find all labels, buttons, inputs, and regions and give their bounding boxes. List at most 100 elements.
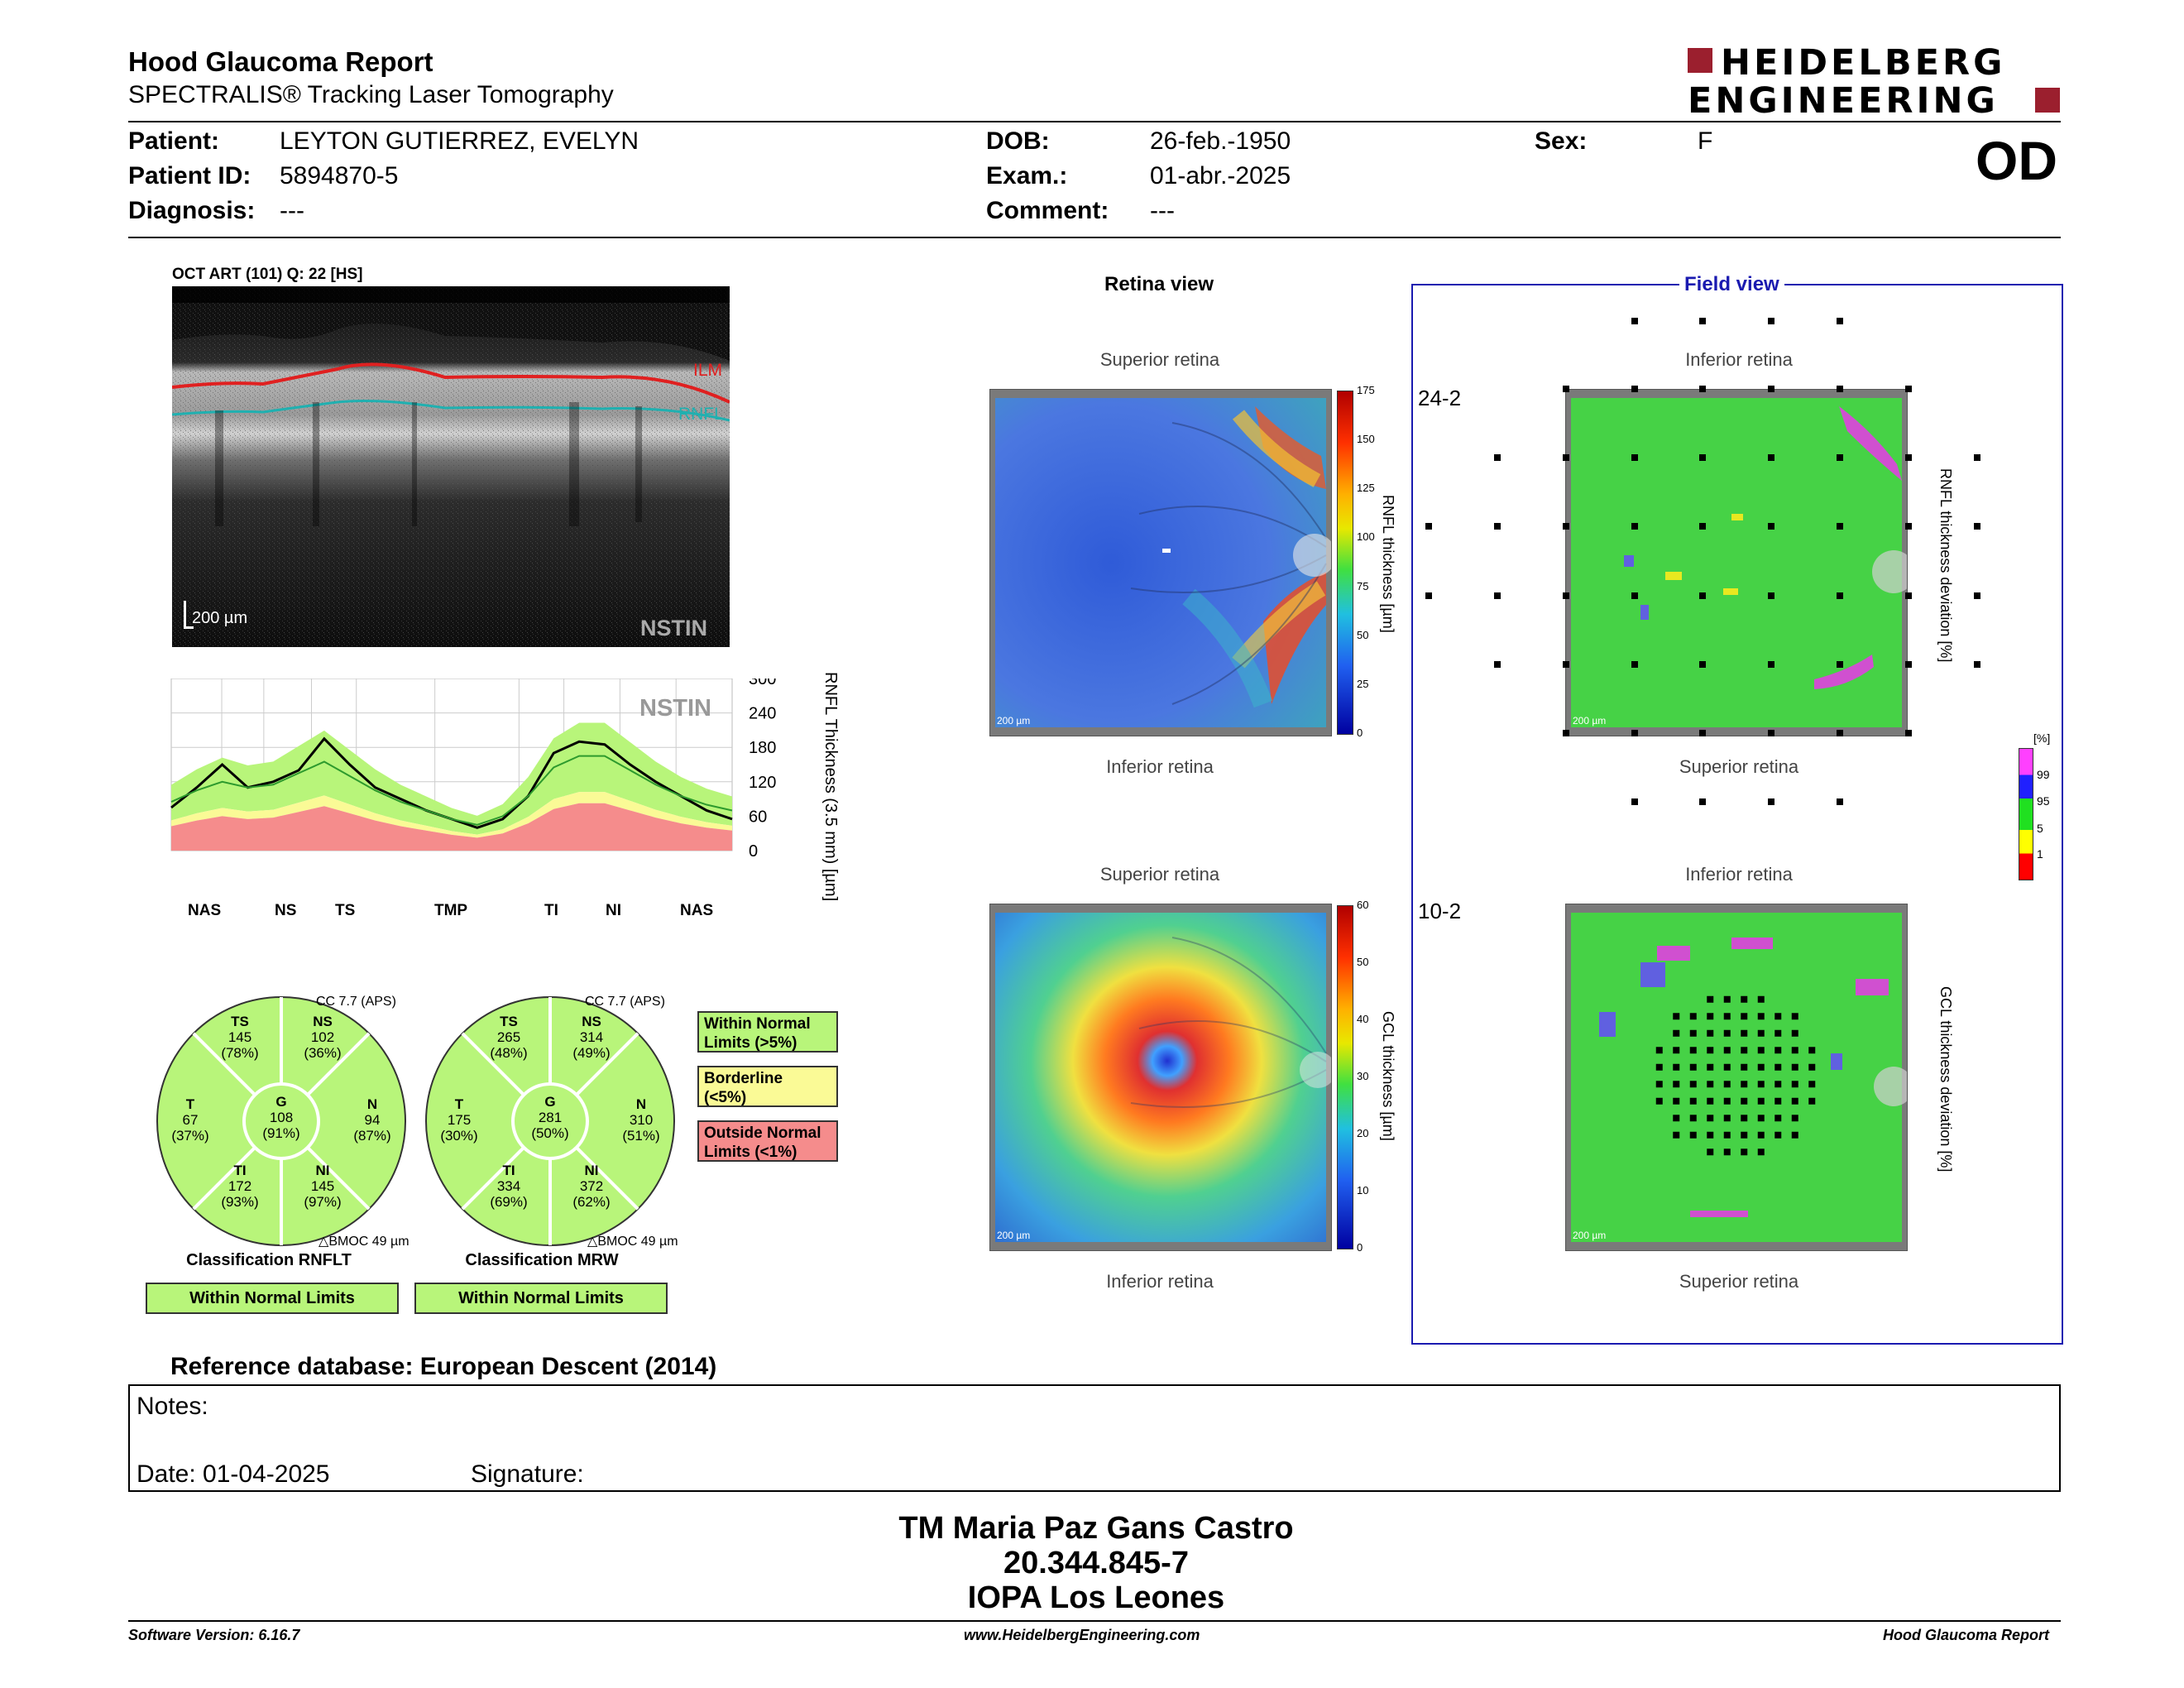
series-line-1 xyxy=(170,755,733,826)
test-point xyxy=(1974,454,1980,461)
sector-name: G xyxy=(275,1094,286,1110)
y-tick-label: 0 xyxy=(749,842,758,861)
sector-percentile: (91%) xyxy=(262,1125,299,1141)
reference-database: Reference database: European Descent (20… xyxy=(170,1353,717,1380)
test-point xyxy=(1837,523,1843,530)
test-point xyxy=(1757,1115,1765,1122)
retina-inferior-label-1: Inferior retina xyxy=(1106,756,1214,777)
percent-tick: 1 xyxy=(2037,847,2043,861)
signature-line1: TM Maria Paz Gans Castro xyxy=(898,1511,1294,1546)
retina-superior-label-1: Superior retina xyxy=(1099,349,1220,370)
test-point xyxy=(1905,592,1912,599)
test-point xyxy=(1837,454,1843,461)
test-point xyxy=(1723,995,1731,1003)
test-point xyxy=(1837,318,1843,324)
legend-borderline: Borderline (<5%) xyxy=(697,1066,838,1107)
sector-percentile: (62%) xyxy=(572,1194,610,1210)
logo-square-icon xyxy=(1688,48,1712,73)
legend-within-line1: Within Normal xyxy=(704,1015,811,1033)
test-point xyxy=(1808,1081,1816,1088)
mrw-bmoc-value: BMOC 49 µm xyxy=(597,1235,678,1249)
mrw-result-box: Within Normal Limits xyxy=(414,1283,668,1314)
test-point xyxy=(1808,1097,1816,1105)
sector-percentile: (69%) xyxy=(490,1194,527,1210)
y-tick-label: 180 xyxy=(749,739,776,757)
colorbar-tick: 100 xyxy=(1357,530,1375,544)
patient-id-label: Patient ID: xyxy=(128,162,251,189)
test-point xyxy=(1723,1063,1731,1071)
test-point xyxy=(1757,1097,1765,1105)
retina-view-title: Retina view xyxy=(1104,273,1214,295)
test-point xyxy=(1723,1029,1731,1037)
test-point xyxy=(1723,1047,1731,1054)
oct-scale-label: 200 µm xyxy=(192,609,248,627)
x-label: NI xyxy=(606,902,621,919)
test-point xyxy=(1774,1013,1782,1020)
test-point xyxy=(1974,661,1980,668)
sector-name: TS xyxy=(500,1014,518,1029)
legend-border-line1: Borderline xyxy=(704,1070,783,1087)
test-point xyxy=(1707,1047,1714,1054)
website-link[interactable]: www.HeidelbergEngineering.com xyxy=(964,1627,1200,1643)
rnfl-thickness-map: 200 µm xyxy=(989,389,1332,736)
test-point xyxy=(1837,592,1843,599)
test-point xyxy=(1699,386,1706,392)
legend-outside-normal: Outside Normal Limits (<1%) xyxy=(697,1120,838,1162)
sector-percentile: (87%) xyxy=(353,1128,390,1144)
notes-box[interactable]: Notes: Date: 01-04-2025 Signature: xyxy=(128,1384,2061,1492)
test-point xyxy=(1791,1013,1798,1020)
rnfl-thickness-chart: 300 240 180 120 60 0 NSTIN RNFL Thickness (3.… xyxy=(170,670,840,927)
test-point xyxy=(1757,1081,1765,1088)
notes-date: Date: 01-04-2025 xyxy=(136,1460,330,1488)
y-tick-label: 60 xyxy=(749,808,767,826)
field-inferior-label-1: Inferior retina xyxy=(1685,349,1793,370)
field-10-2-label: 10-2 xyxy=(1418,899,1462,923)
test-point xyxy=(1689,1097,1697,1105)
test-point xyxy=(1905,523,1912,530)
test-point xyxy=(1563,661,1569,668)
sector-name: T xyxy=(455,1096,464,1112)
test-point xyxy=(1699,592,1706,599)
ilm-label: ILM xyxy=(693,361,723,380)
test-point xyxy=(1768,798,1774,805)
test-point xyxy=(1791,1047,1798,1054)
sector-percentile: (37%) xyxy=(171,1128,208,1144)
colorbar-tick: 60 xyxy=(1357,899,1369,911)
test-point xyxy=(1631,318,1638,324)
field-view-title: Field view xyxy=(1679,273,1784,296)
y-tick-label: 120 xyxy=(749,774,776,792)
colorbar-tick: 175 xyxy=(1357,384,1375,396)
test-point xyxy=(1563,386,1569,392)
logo-line2: ENGINEERING xyxy=(1688,80,1999,122)
comment: --- xyxy=(1150,197,1175,224)
test-point xyxy=(1741,1063,1748,1071)
colorbar-tick: 50 xyxy=(1357,956,1369,968)
x-label: TI xyxy=(544,902,558,919)
test-point xyxy=(1631,386,1638,392)
test-point xyxy=(1791,1131,1798,1139)
sector-name: NS xyxy=(313,1014,333,1029)
test-point xyxy=(1837,798,1843,805)
exam-label: Exam.: xyxy=(986,162,1068,189)
mrw-classification-circle: TS 265 (48%) NS 314 (49%) T 175 (30%) G 281 (50%) N 3… xyxy=(422,993,678,1249)
comment-label: Comment: xyxy=(986,197,1109,224)
x-label: TMP xyxy=(434,902,468,919)
test-point xyxy=(1757,995,1765,1003)
test-point xyxy=(1723,1115,1731,1122)
sector-divider xyxy=(575,1146,639,1211)
test-point xyxy=(1723,1081,1731,1088)
test-point xyxy=(1741,1081,1748,1088)
test-point xyxy=(1757,1047,1765,1054)
retina-superior-label-2: Superior retina xyxy=(1099,864,1220,885)
sector-divider xyxy=(461,1146,525,1211)
patient-divider xyxy=(128,237,2061,238)
sector-percentile: (48%) xyxy=(490,1045,527,1061)
rnflt-result-box: Within Normal Limits xyxy=(146,1283,399,1314)
rnflt-cc: CC 7.7 (APS) xyxy=(316,995,396,1009)
x-label: NAS xyxy=(680,902,714,919)
test-point xyxy=(1808,1063,1816,1071)
colorbar-tick: 30 xyxy=(1357,1070,1369,1082)
sex-label: Sex: xyxy=(1535,127,1588,155)
test-point xyxy=(1774,1029,1782,1037)
